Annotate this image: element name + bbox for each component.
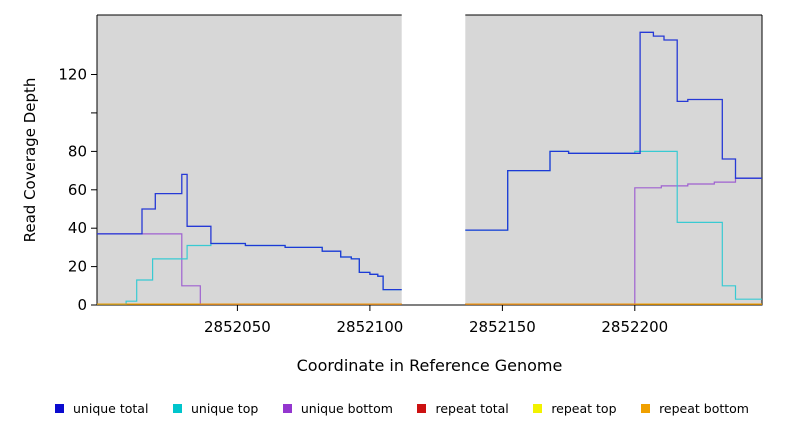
y-tick-label: 120 xyxy=(58,66,87,84)
legend-swatch-icon xyxy=(282,404,292,413)
legend-item-unique-total: unique total xyxy=(55,401,148,416)
legend-label: unique bottom xyxy=(300,401,393,416)
x-tick-label: 2852200 xyxy=(601,318,668,336)
x-tick-label: 2852050 xyxy=(204,318,271,336)
legend-swatch-icon xyxy=(641,404,651,413)
plot-border xyxy=(96,14,763,306)
legend-label: repeat top xyxy=(551,401,617,416)
legend-item-repeat-top: repeat top xyxy=(533,401,617,416)
legend-swatch-icon xyxy=(172,404,182,413)
x-axis-title: Coordinate in Reference Genome xyxy=(296,356,563,375)
legend-item-unique-bottom: unique bottom xyxy=(282,401,393,416)
legend-label: unique total xyxy=(73,401,149,416)
legend-label: repeat bottom xyxy=(659,401,749,416)
legend-swatch-icon xyxy=(55,404,64,413)
y-tick-label: 0 xyxy=(77,296,87,314)
legend-swatch-icon xyxy=(417,404,427,413)
series-line-unique-bottom xyxy=(465,177,762,305)
series-line-unique-total xyxy=(465,31,762,231)
legend-item-repeat-bottom: repeat bottom xyxy=(641,401,749,416)
y-tick-label: 20 xyxy=(68,258,87,276)
y-axis-title: Read Coverage Depth xyxy=(21,77,39,243)
x-tick-label: 2852100 xyxy=(336,318,403,336)
legend-label: repeat total xyxy=(435,401,509,416)
legend-item-unique-top: unique top xyxy=(172,401,259,416)
y-tick-label: 60 xyxy=(68,181,87,199)
y-tick-label: 80 xyxy=(68,142,87,160)
coverage-gap-region xyxy=(401,13,466,305)
series-line-unique-total xyxy=(97,173,402,291)
x-tick-label: 2852150 xyxy=(469,318,536,336)
legend: unique total unique top unique bottom repea… xyxy=(55,401,749,416)
legend-label: unique top xyxy=(190,401,259,416)
chart-canvas: 0 20 40 60 80 120 2852050 2852100 2852150 2852200 xyxy=(58,13,763,336)
y-tick-label: 40 xyxy=(68,219,87,237)
legend-item-repeat-total: repeat total xyxy=(417,401,509,416)
legend-swatch-icon xyxy=(533,404,543,413)
